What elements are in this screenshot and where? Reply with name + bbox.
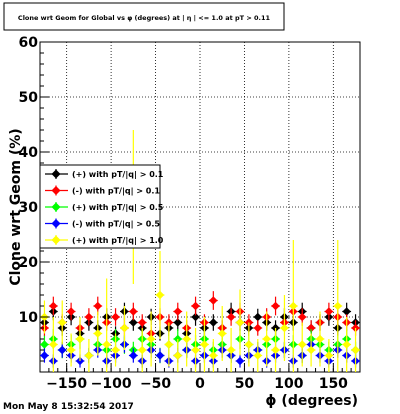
data-point xyxy=(218,329,227,338)
data-point xyxy=(173,351,182,360)
data-point xyxy=(306,345,316,355)
chart-title: Clone wrt Geom for Global vs φ (degrees)… xyxy=(18,14,271,23)
footer-date: Mon May 8 15:32:54 2017 xyxy=(3,402,134,412)
x-tick-labels: −150 −100 −50 0 50 100 150 xyxy=(46,376,348,392)
y-tick-labels: 10 20 30 40 50 60 xyxy=(19,35,39,326)
data-point xyxy=(164,340,174,349)
legend-label: (-) with pT/|q| > 0.1 xyxy=(72,187,160,196)
data-point xyxy=(146,334,156,344)
data-point xyxy=(271,345,280,355)
legend-label: (+) with pT/|q| > 0.5 xyxy=(72,203,164,212)
data-point xyxy=(138,345,147,355)
y-tick-label: 50 xyxy=(19,90,39,106)
data-point xyxy=(120,323,129,333)
data-point xyxy=(298,312,307,322)
data-point xyxy=(226,345,236,355)
data-point xyxy=(58,345,67,355)
legend-items: (+) with pT/|q| > 0.1 (-) with pT/|q| > 0… xyxy=(45,169,164,245)
legend-label: (-) with pT/|q| > 0.5 xyxy=(72,220,160,229)
legend-label: (+) with pT/|q| > 1.0 xyxy=(72,236,164,245)
data-point xyxy=(155,351,165,360)
data-point xyxy=(49,301,58,311)
data-point xyxy=(40,351,49,360)
data-point xyxy=(333,301,342,311)
data-point xyxy=(93,301,102,311)
data-point xyxy=(235,318,245,327)
data-point xyxy=(111,345,120,355)
data-point xyxy=(289,301,298,311)
data-point xyxy=(58,318,67,327)
data-point xyxy=(253,323,262,333)
data-point xyxy=(66,307,76,316)
data-point xyxy=(66,345,76,355)
data-point xyxy=(324,307,334,316)
data-point xyxy=(209,351,218,360)
data-point xyxy=(40,340,49,349)
x-tick-label: 0 xyxy=(195,376,205,392)
y-tick-label: 30 xyxy=(19,200,39,216)
data-point xyxy=(49,340,58,349)
x-tick-label: −50 xyxy=(140,376,171,392)
data-point xyxy=(173,307,182,316)
y-tick-label: 40 xyxy=(19,145,39,161)
data-point xyxy=(342,340,351,349)
data-point xyxy=(253,312,262,322)
data-point xyxy=(84,351,94,360)
legend-marker xyxy=(51,186,61,195)
y-tick-label: 20 xyxy=(19,255,39,271)
data-point xyxy=(129,318,138,327)
data-point xyxy=(342,307,351,316)
data-point xyxy=(111,312,120,322)
data-point xyxy=(129,351,138,360)
data-point xyxy=(244,340,254,349)
x-tick-label: 150 xyxy=(319,376,348,392)
data-point xyxy=(155,290,165,300)
data-point xyxy=(226,312,236,322)
data-marks xyxy=(40,130,360,372)
data-point xyxy=(191,301,200,311)
data-point xyxy=(209,318,218,327)
data-point xyxy=(191,312,200,322)
data-point xyxy=(182,334,191,344)
data-point xyxy=(191,345,200,355)
data-point xyxy=(262,334,271,344)
legend-marker xyxy=(51,235,61,245)
data-point xyxy=(315,334,325,344)
data-point xyxy=(129,307,138,316)
data-point xyxy=(102,340,111,349)
legend-marker xyxy=(51,219,61,228)
data-point xyxy=(280,323,289,333)
y-axis-label: Clone wrt Geom (%) xyxy=(8,128,24,285)
data-point xyxy=(324,351,334,360)
y-tick-label: 10 xyxy=(19,310,39,326)
legend-marker xyxy=(51,202,61,212)
data-point xyxy=(75,334,85,344)
title-box: Clone wrt Geom for Global vs φ (degrees)… xyxy=(3,2,285,31)
data-point xyxy=(351,345,360,355)
title-frame xyxy=(3,2,285,31)
legend: (+) with pT/|q| > 0.1 (-) with pT/|q| > 0… xyxy=(39,164,164,249)
data-point xyxy=(138,318,147,327)
data-point xyxy=(253,351,262,360)
data-point xyxy=(84,312,94,322)
x-axis-label: ϕ (degrees) xyxy=(265,393,358,409)
data-point xyxy=(200,340,209,349)
data-point xyxy=(209,296,218,305)
axis-ticks xyxy=(39,41,361,373)
data-point xyxy=(235,356,245,366)
legend-marker xyxy=(51,169,61,179)
x-tick-label: 50 xyxy=(235,376,255,392)
y-tick-label: 60 xyxy=(19,35,39,51)
data-point xyxy=(271,301,280,311)
data-point xyxy=(306,323,316,333)
data-point xyxy=(93,329,102,338)
data-point xyxy=(298,340,307,349)
legend-label: (+) with pT/|q| > 0.1 xyxy=(72,170,164,179)
x-tick-label: −150 xyxy=(46,376,87,392)
data-point xyxy=(173,318,182,327)
x-tick-label: −100 xyxy=(91,376,132,392)
x-tick-label: 100 xyxy=(274,376,303,392)
